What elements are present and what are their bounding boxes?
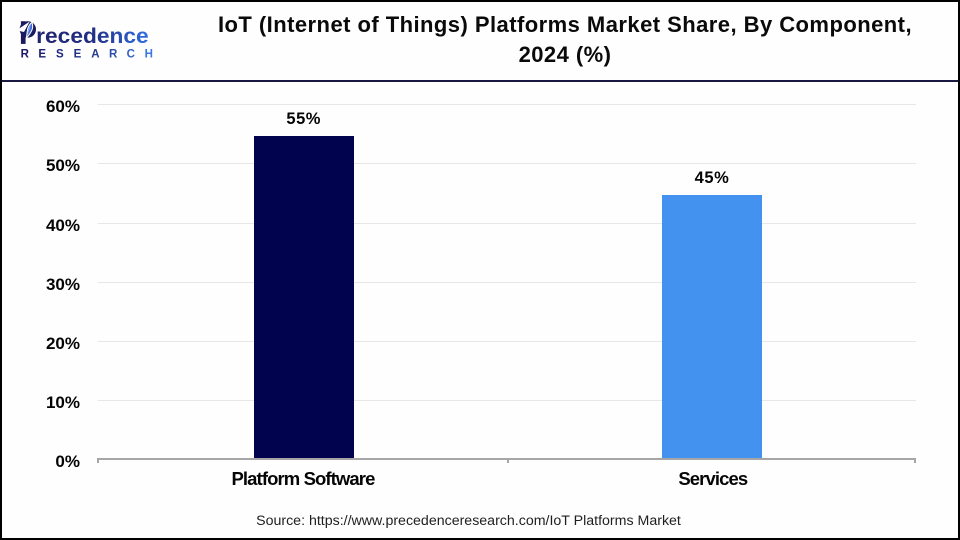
- svg-text:H: H: [145, 49, 153, 61]
- svg-text:C: C: [127, 49, 135, 61]
- svg-text:S: S: [56, 49, 64, 61]
- svg-text:R: R: [21, 49, 30, 61]
- svg-text:R: R: [109, 49, 118, 61]
- svg-text:A: A: [91, 49, 99, 61]
- svg-text:E: E: [74, 49, 82, 61]
- svg-text:recedence: recedence: [36, 25, 149, 48]
- svg-text:E: E: [38, 49, 46, 61]
